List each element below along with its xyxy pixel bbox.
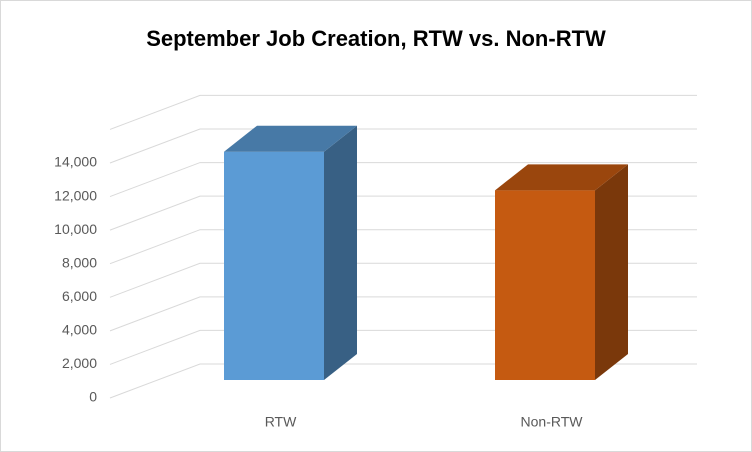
x-tick-label: Non-RTW: [521, 414, 584, 430]
y-tick-label: 12,000: [54, 187, 97, 203]
y-tick-label: 2,000: [62, 355, 97, 371]
chart-title: September Job Creation, RTW vs. Non-RTW: [146, 26, 606, 51]
wall-edge: [109, 94, 697, 130]
bar-side: [595, 164, 628, 380]
y-tick-label: 14,000: [54, 154, 97, 170]
grid-line: [109, 128, 697, 164]
bar-top: [224, 125, 357, 152]
y-tick-label: 10,000: [54, 221, 97, 237]
y-tick-label: 4,000: [62, 322, 97, 338]
grid-line: [109, 162, 697, 198]
y-tick-label: 0: [89, 389, 97, 405]
y-tick-label: 6,000: [62, 288, 97, 304]
bar: [224, 151, 324, 380]
bar-top: [495, 164, 628, 191]
bar-side: [324, 125, 357, 380]
bar: [495, 190, 595, 380]
y-tick-label: 8,000: [62, 254, 97, 270]
x-tick-label: RTW: [265, 414, 297, 430]
